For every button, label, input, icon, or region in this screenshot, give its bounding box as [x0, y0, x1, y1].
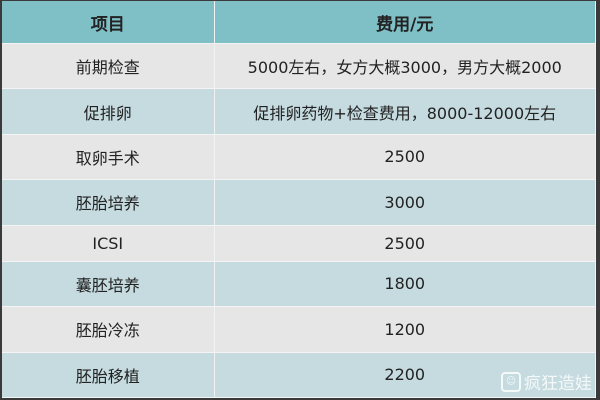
table-row: ICSI 2500 [2, 225, 596, 262]
cell-item: 促排卵 [2, 88, 215, 135]
cell-cost: 1800 [214, 261, 596, 308]
logo-icon: ☺ [501, 371, 521, 392]
cell-cost: 2500 [214, 134, 596, 181]
cell-item: 胚胎培养 [2, 179, 215, 226]
cell-cost: 1200 [214, 306, 596, 353]
cell-item: 囊胚培养 [2, 261, 215, 308]
cell-item: 胚胎移植 [2, 352, 215, 399]
cell-item: 取卵手术 [2, 134, 215, 181]
table-row: 前期检查 5000左右，女方大概3000，男方大概2000 [2, 43, 596, 90]
watermark-text: 疯狂造娃 [524, 374, 592, 394]
cell-cost: 5000左右，女方大概3000，男方大概2000 [214, 43, 596, 90]
cell-item: 胚胎冷冻 [2, 306, 215, 353]
table-row: 囊胚培养 1800 [2, 261, 596, 308]
cell-item: 前期检查 [2, 43, 215, 90]
header-item: 项目 [2, 1, 215, 44]
table-row: 胚胎培养 3000 [2, 179, 596, 226]
cell-cost: 促排卵药物+检查费用，8000-12000左右 [214, 88, 596, 135]
table-row: 促排卵 促排卵药物+检查费用，8000-12000左右 [2, 88, 596, 135]
cell-cost: 2500 [214, 225, 596, 262]
watermark: ☺ 疯狂造娃 [501, 369, 592, 394]
cell-item: ICSI [2, 225, 215, 262]
table-row: 胚胎移植 2200 [2, 352, 596, 399]
table-header-row: 项目 费用/元 [2, 1, 596, 44]
table-row: 胚胎冷冻 1200 [2, 306, 596, 353]
cell-cost: 3000 [214, 179, 596, 226]
header-cost: 费用/元 [214, 1, 596, 44]
table-row: 取卵手术 2500 [2, 134, 596, 181]
cell-cost: 2200 [214, 352, 596, 399]
